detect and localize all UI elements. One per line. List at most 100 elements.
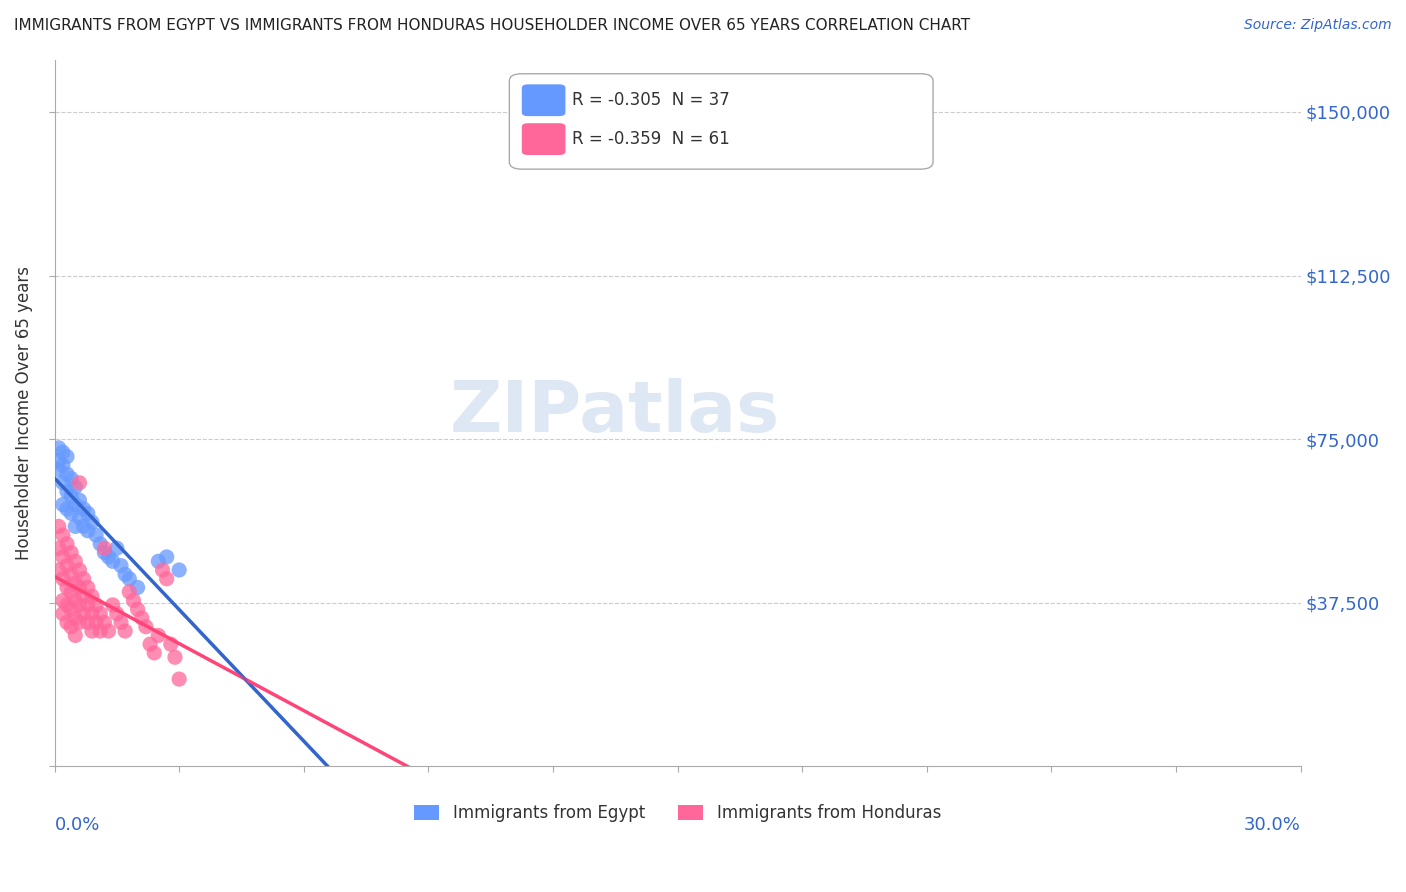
Point: [60, 620, 83, 634]
Point: [48, 519, 70, 533]
Point: [65, 498, 87, 512]
Point: [56, 558, 79, 573]
Point: [156, 572, 179, 586]
Point: [167, 672, 190, 686]
Text: 30.0%: 30.0%: [1244, 816, 1301, 834]
Point: [76, 506, 98, 520]
Point: [52, 549, 75, 564]
Point: [101, 554, 124, 568]
Point: [122, 593, 145, 607]
Point: [52, 572, 75, 586]
Point: [56, 615, 79, 630]
Point: [89, 607, 111, 621]
Point: [56, 598, 79, 612]
Point: [56, 467, 79, 481]
Point: [93, 615, 115, 630]
Point: [69, 598, 91, 612]
Point: [69, 615, 91, 630]
Point: [101, 598, 124, 612]
FancyBboxPatch shape: [509, 74, 934, 169]
Point: [167, 563, 190, 577]
Text: R = -0.305  N = 37: R = -0.305 N = 37: [572, 91, 730, 109]
Point: [127, 581, 149, 595]
Point: [163, 650, 186, 665]
Text: Source: ZipAtlas.com: Source: ZipAtlas.com: [1244, 18, 1392, 32]
Point: [52, 607, 75, 621]
Point: [97, 549, 120, 564]
Point: [84, 598, 107, 612]
Point: [148, 628, 170, 642]
Point: [48, 541, 70, 556]
Point: [60, 506, 83, 520]
Point: [76, 598, 98, 612]
Point: [110, 615, 132, 630]
Point: [105, 541, 128, 556]
Point: [97, 624, 120, 638]
Point: [48, 563, 70, 577]
Point: [65, 611, 87, 625]
Point: [69, 475, 91, 490]
FancyBboxPatch shape: [522, 85, 565, 116]
Point: [105, 607, 128, 621]
Point: [52, 498, 75, 512]
Point: [65, 554, 87, 568]
Text: 0.0%: 0.0%: [55, 816, 100, 834]
Point: [131, 611, 153, 625]
Point: [56, 502, 79, 516]
Point: [93, 545, 115, 559]
Point: [80, 589, 103, 603]
Point: [156, 549, 179, 564]
Point: [56, 450, 79, 464]
Point: [152, 563, 174, 577]
Point: [65, 593, 87, 607]
Point: [135, 620, 157, 634]
Point: [65, 519, 87, 533]
Point: [76, 581, 98, 595]
Point: [76, 615, 98, 630]
Point: [60, 567, 83, 582]
Point: [69, 563, 91, 577]
Point: [143, 646, 166, 660]
Point: [52, 475, 75, 490]
Point: [60, 471, 83, 485]
Point: [139, 637, 162, 651]
Point: [160, 637, 183, 651]
Point: [52, 593, 75, 607]
Point: [56, 484, 79, 499]
Point: [80, 515, 103, 529]
Point: [52, 445, 75, 459]
Legend: Immigrants from Egypt, Immigrants from Honduras: Immigrants from Egypt, Immigrants from H…: [408, 797, 948, 829]
Point: [56, 581, 79, 595]
Point: [114, 624, 136, 638]
Point: [56, 537, 79, 551]
Point: [114, 567, 136, 582]
Point: [118, 584, 141, 599]
Point: [118, 572, 141, 586]
Point: [48, 463, 70, 477]
Point: [52, 458, 75, 473]
Point: [48, 441, 70, 455]
Point: [60, 602, 83, 616]
Point: [127, 602, 149, 616]
Point: [84, 528, 107, 542]
Point: [76, 524, 98, 538]
Point: [69, 510, 91, 524]
Point: [93, 541, 115, 556]
Point: [72, 572, 94, 586]
Point: [65, 628, 87, 642]
Point: [72, 589, 94, 603]
Y-axis label: Householder Income Over 65 years: Householder Income Over 65 years: [15, 266, 32, 560]
Point: [60, 584, 83, 599]
Point: [60, 545, 83, 559]
Point: [52, 528, 75, 542]
Point: [72, 607, 94, 621]
Text: R = -0.359  N = 61: R = -0.359 N = 61: [572, 129, 730, 148]
Text: ZIPatlas: ZIPatlas: [450, 378, 780, 448]
Point: [89, 624, 111, 638]
Point: [80, 624, 103, 638]
FancyBboxPatch shape: [522, 123, 565, 155]
Point: [69, 493, 91, 508]
Point: [72, 502, 94, 516]
Point: [72, 519, 94, 533]
Point: [84, 615, 107, 630]
